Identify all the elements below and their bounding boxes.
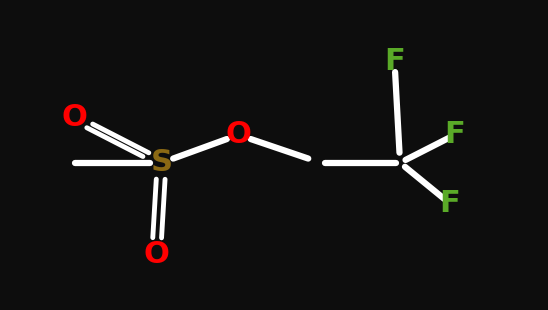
Text: F: F xyxy=(439,188,460,218)
Text: O: O xyxy=(225,120,252,149)
Text: O: O xyxy=(61,103,87,132)
Text: F: F xyxy=(384,47,405,77)
Text: O: O xyxy=(143,240,169,269)
Text: S: S xyxy=(151,148,173,177)
Text: F: F xyxy=(444,120,465,149)
